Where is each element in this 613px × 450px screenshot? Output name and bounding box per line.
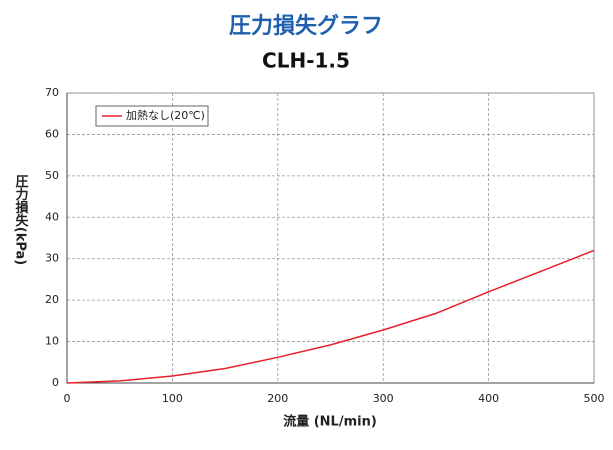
y-tick-label: 30 (45, 252, 59, 265)
y-tick-label: 10 (45, 335, 59, 348)
x-axis-label: 流量 (NL/min) (283, 414, 377, 430)
x-tick-label: 200 (267, 392, 288, 405)
y-tick-label: 60 (45, 127, 59, 140)
y-tick-label: 50 (45, 169, 59, 182)
x-tick-label: 0 (64, 392, 71, 405)
legend-label: 加熱なし(20℃) (126, 109, 205, 122)
chart-subtitle: CLH-1.5 (262, 49, 350, 73)
chart-title: 圧力損失グラフ (229, 13, 383, 39)
y-tick-label: 0 (52, 376, 59, 389)
y-axis-label: 圧力損失(kPa) (13, 175, 29, 265)
x-tick-label: 300 (373, 392, 394, 405)
y-tick-label: 70 (45, 86, 59, 99)
x-tick-label: 500 (584, 392, 605, 405)
y-tick-label: 40 (45, 210, 59, 223)
x-tick-label: 400 (478, 392, 499, 405)
plot-area (66, 92, 595, 384)
x-tick-label: 100 (162, 392, 183, 405)
legend-box (95, 105, 209, 127)
y-tick-label: 20 (45, 293, 59, 306)
data-line (66, 249, 595, 384)
